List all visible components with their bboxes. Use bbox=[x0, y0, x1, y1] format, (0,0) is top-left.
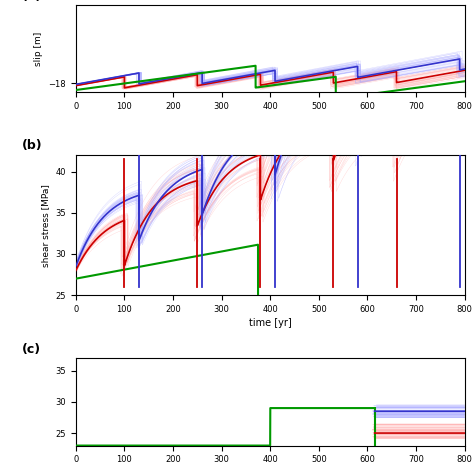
Y-axis label: slip [m]: slip [m] bbox=[34, 31, 43, 65]
Y-axis label: shear stress [MPa]: shear stress [MPa] bbox=[41, 184, 50, 266]
X-axis label: time [yr]: time [yr] bbox=[249, 318, 292, 328]
Text: (a): (a) bbox=[21, 0, 42, 3]
Text: (c): (c) bbox=[21, 343, 41, 356]
Text: (b): (b) bbox=[21, 139, 42, 152]
